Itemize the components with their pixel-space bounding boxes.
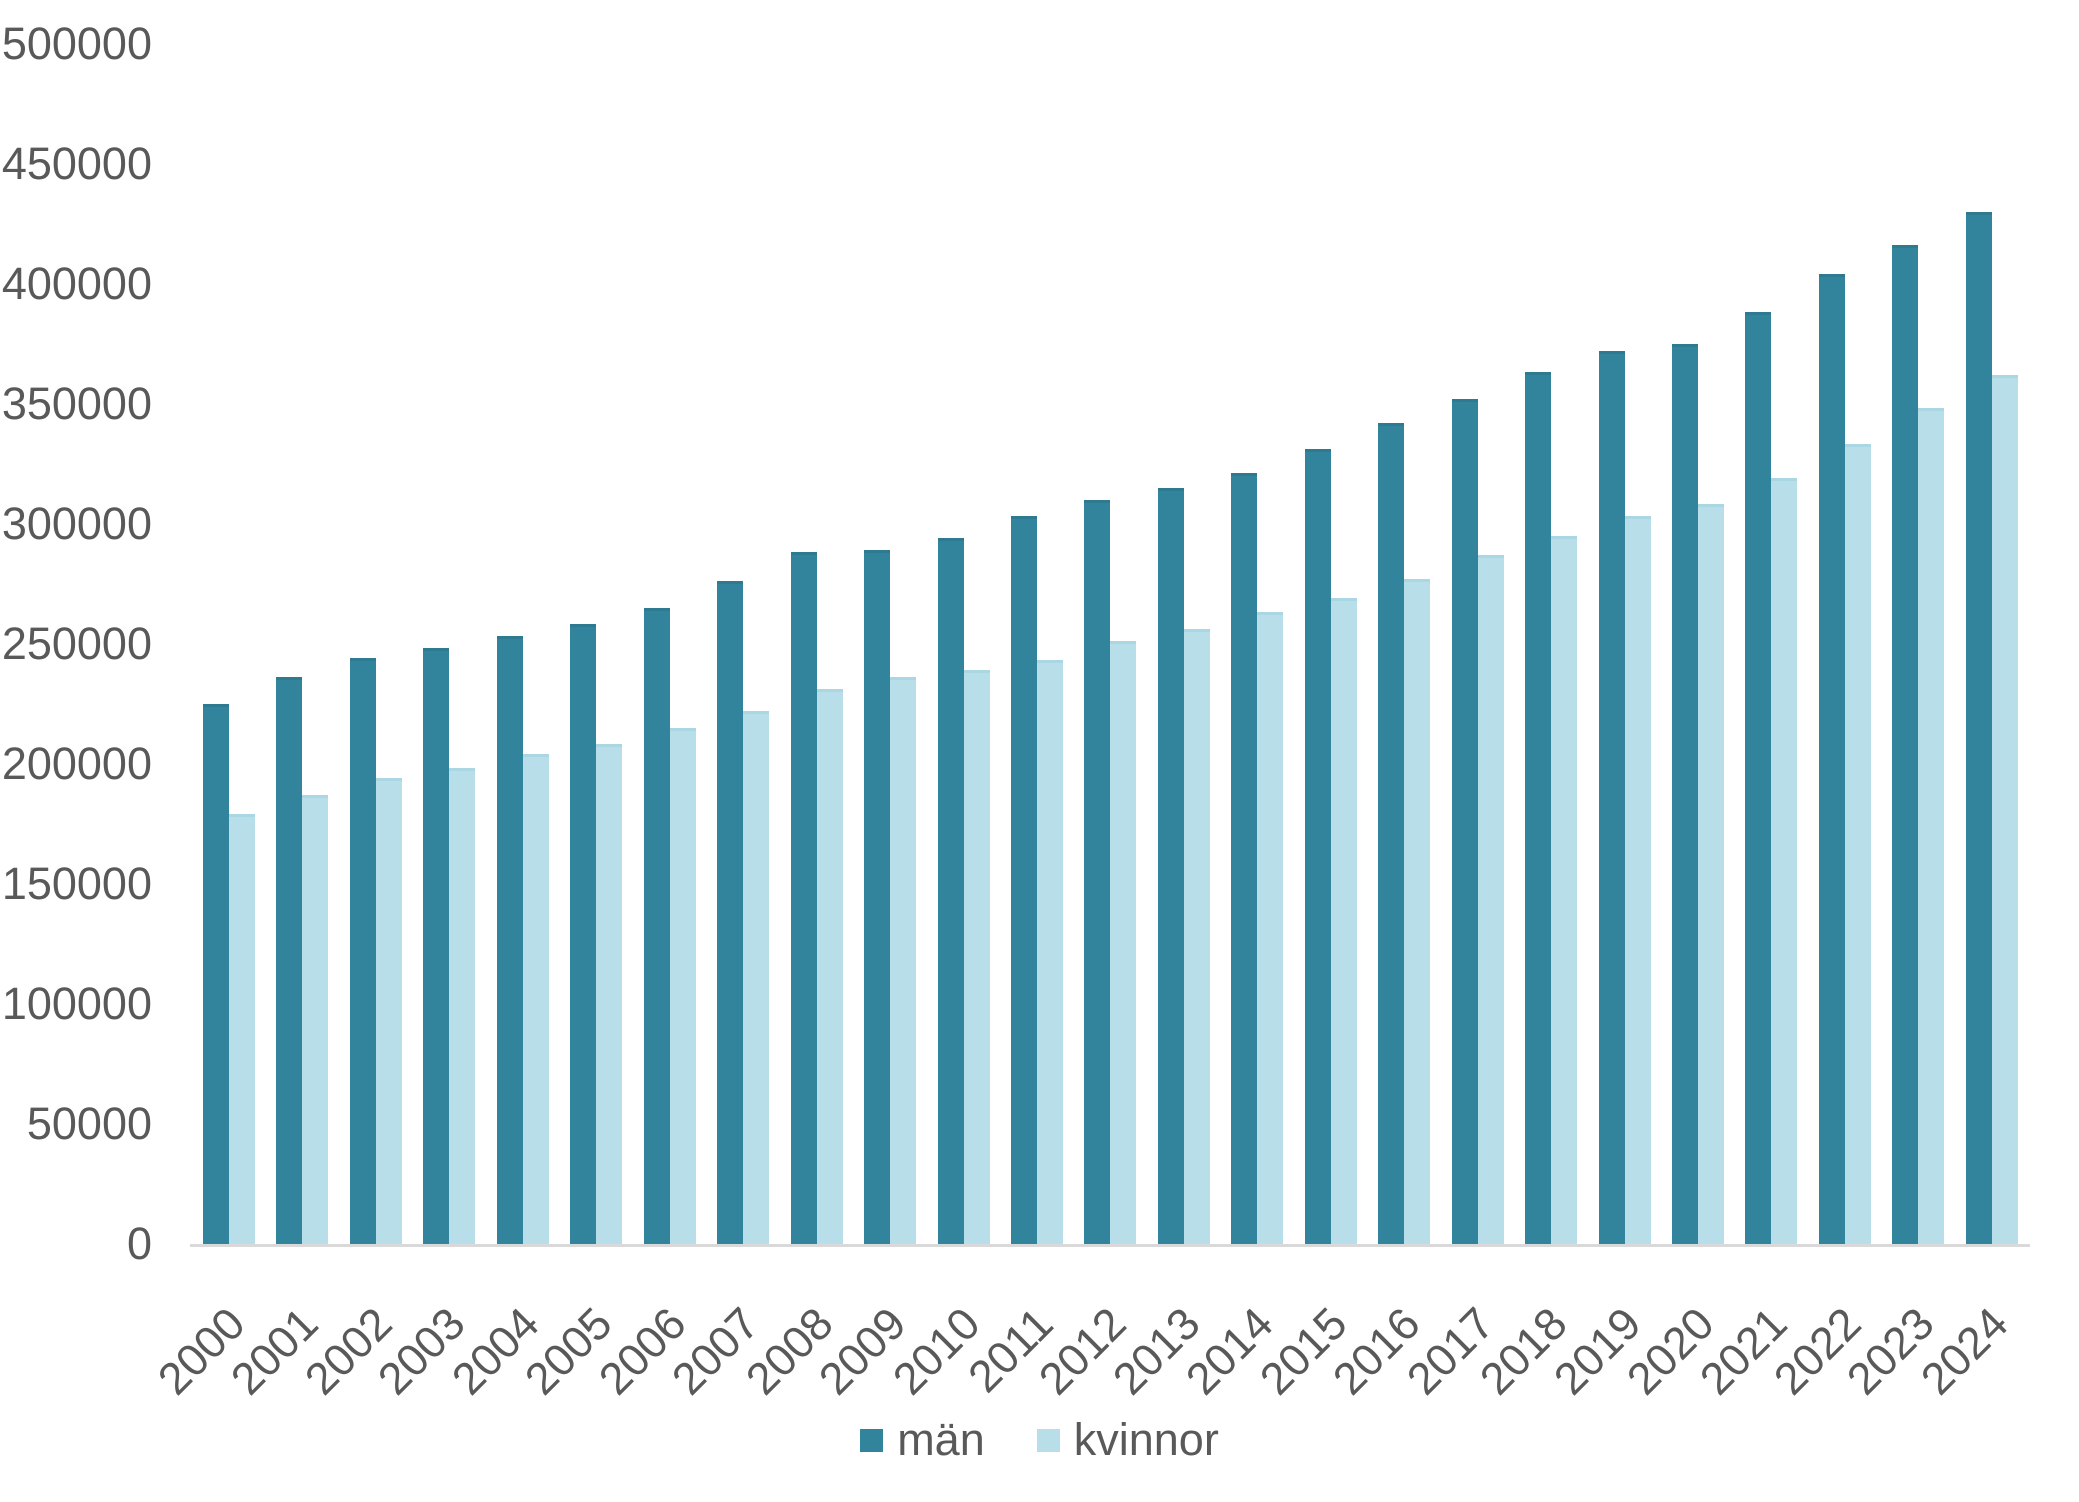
x-axis-line bbox=[190, 1244, 2030, 1247]
bar-kvinnor-2021 bbox=[1771, 478, 1798, 1246]
bar-man-2019 bbox=[1598, 350, 1625, 1246]
legend-label-man: män bbox=[897, 1414, 985, 1465]
y-tick-label: 350000 bbox=[1, 377, 152, 429]
y-tick-label: 200000 bbox=[1, 737, 152, 789]
bar-man-2012 bbox=[1084, 499, 1111, 1246]
bar-man-2021 bbox=[1745, 312, 1772, 1246]
bar-kvinnor-2001 bbox=[302, 794, 329, 1246]
bar-kvinnor-2020 bbox=[1698, 504, 1724, 1246]
bar-man-2003 bbox=[423, 648, 450, 1246]
bar-kvinnor-2009 bbox=[890, 677, 917, 1246]
bar-kvinnor-2000 bbox=[229, 814, 255, 1246]
bar-man-2009 bbox=[864, 550, 891, 1246]
bar-man-2020 bbox=[1672, 343, 1698, 1246]
bar-kvinnor-2024 bbox=[1991, 374, 2018, 1246]
bar-kvinnor-2002 bbox=[375, 778, 402, 1246]
bar-man-2016 bbox=[1378, 422, 1405, 1246]
bar-kvinnor-2019 bbox=[1624, 516, 1651, 1246]
bar-man-2010 bbox=[937, 538, 964, 1246]
bar-man-2007 bbox=[717, 581, 744, 1246]
bar-man-2024 bbox=[1965, 211, 1992, 1246]
bar-kvinnor-2014 bbox=[1257, 612, 1284, 1246]
bar-man-2018 bbox=[1525, 372, 1552, 1246]
bar-kvinnor-2004 bbox=[522, 754, 549, 1246]
bar-kvinnor-2007 bbox=[743, 710, 770, 1246]
bar-kvinnor-2015 bbox=[1330, 598, 1357, 1246]
bar-kvinnor-2006 bbox=[669, 727, 696, 1246]
bar-kvinnor-2018 bbox=[1551, 535, 1578, 1246]
bar-man-2023 bbox=[1892, 245, 1919, 1246]
legend: män kvinnor bbox=[0, 1414, 2079, 1466]
legend-item-kvinnor: kvinnor bbox=[1036, 1414, 1219, 1466]
bar-man-2008 bbox=[790, 552, 817, 1246]
legend-swatch-kvinnor bbox=[1036, 1428, 1060, 1452]
legend-swatch-man bbox=[860, 1428, 884, 1452]
bar-man-2013 bbox=[1157, 487, 1184, 1246]
bar-kvinnor-2013 bbox=[1183, 629, 1210, 1246]
bar-kvinnor-2022 bbox=[1844, 444, 1871, 1246]
y-tick-label: 450000 bbox=[1, 137, 152, 189]
bar-kvinnor-2005 bbox=[596, 744, 623, 1246]
bar-man-2014 bbox=[1231, 473, 1258, 1246]
bar-man-2000 bbox=[203, 703, 229, 1246]
bar-man-2004 bbox=[496, 636, 523, 1246]
y-tick-label: 400000 bbox=[1, 257, 152, 309]
bar-man-2001 bbox=[276, 677, 303, 1246]
y-tick-label: 100000 bbox=[1, 977, 152, 1029]
bar-kvinnor-2003 bbox=[449, 768, 476, 1246]
bar-kvinnor-2011 bbox=[1036, 660, 1063, 1246]
bar-man-2022 bbox=[1818, 274, 1845, 1246]
bar-man-2002 bbox=[349, 658, 376, 1246]
y-tick-label: 50000 bbox=[26, 1097, 152, 1149]
bar-man-2015 bbox=[1304, 449, 1331, 1246]
bar-man-2005 bbox=[570, 624, 597, 1246]
y-tick-label: 300000 bbox=[1, 497, 152, 549]
legend-label-kvinnor: kvinnor bbox=[1073, 1414, 1219, 1465]
y-tick-label: 150000 bbox=[1, 857, 152, 909]
y-tick-label: 250000 bbox=[1, 617, 152, 669]
bar-kvinnor-2017 bbox=[1477, 554, 1504, 1246]
bar-kvinnor-2010 bbox=[963, 670, 990, 1246]
bar-man-2017 bbox=[1451, 398, 1478, 1246]
bar-kvinnor-2008 bbox=[816, 689, 843, 1246]
legend-item-man: män bbox=[860, 1414, 985, 1466]
bar-man-2011 bbox=[1010, 516, 1037, 1246]
bar-kvinnor-2012 bbox=[1110, 641, 1137, 1246]
bar-kvinnor-2023 bbox=[1918, 408, 1945, 1246]
y-tick-label: 500000 bbox=[1, 17, 152, 69]
y-tick-label: 0 bbox=[126, 1217, 152, 1269]
bar-kvinnor-2016 bbox=[1404, 578, 1431, 1246]
bar-man-2006 bbox=[643, 607, 670, 1246]
